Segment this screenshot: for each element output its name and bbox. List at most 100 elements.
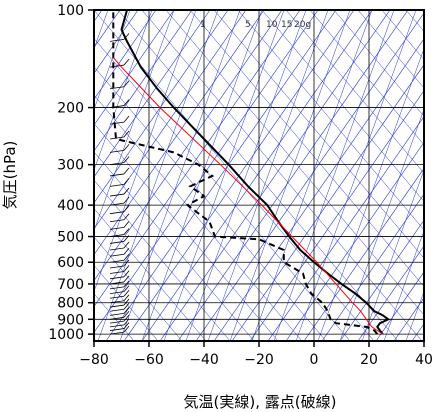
mixing-ratio-line: [295, 10, 417, 341]
wind-barb-flag: [123, 318, 130, 326]
adiabat-line: [165, 10, 424, 316]
isotherm-line: [303, 167, 424, 341]
isotherm-line: [94, 10, 283, 282]
x-tick-label: 20: [360, 352, 378, 368]
adiabat-line: [94, 264, 159, 341]
adiabat-line: [309, 10, 424, 146]
x-tick-label: −40: [189, 352, 219, 368]
grid: [94, 10, 424, 341]
wind-barb-flag: [123, 241, 130, 249]
wind-barb-flag: [123, 322, 130, 329]
wind-barb: [109, 226, 125, 230]
wind-barb: [109, 211, 125, 215]
temperature-line: [120, 10, 391, 335]
y-tick-label: 600: [57, 255, 84, 271]
mixing-ratio-label: 20g: [294, 20, 311, 30]
adiabat-line: [357, 10, 424, 89]
isotherm-line: [94, 10, 247, 230]
parcel-curve: [112, 57, 384, 335]
isotherm-line: [94, 10, 175, 126]
mixing-ratio-line: [141, 10, 263, 341]
wind-barb: [109, 328, 125, 331]
wind-barb: [109, 183, 125, 187]
wind-barb: [109, 86, 125, 90]
isotherm-line: [195, 12, 424, 341]
wind-barb: [109, 150, 125, 153]
wind-barb-flag: [123, 99, 130, 106]
wind-barb-flag: [123, 187, 130, 195]
wind-barb: [109, 324, 125, 328]
adiabat-line: [261, 10, 424, 202]
wind-barb: [109, 331, 125, 335]
wind-barb: [109, 320, 125, 324]
wind-barb-flag: [123, 275, 130, 283]
x-tick-label: −80: [79, 352, 109, 368]
wind-barb: [109, 300, 125, 304]
mixing-ratio-line: [273, 10, 395, 341]
x-tick-label: −20: [244, 352, 274, 368]
isotherm-line: [94, 10, 157, 100]
wind-barb-flag: [123, 265, 130, 272]
isotherm-line: [357, 245, 424, 341]
adiabat-line: [237, 10, 424, 231]
x-tick-label: −60: [134, 352, 164, 368]
wind-barb: [109, 295, 125, 299]
wind-barb-flag: [123, 311, 130, 318]
y-tick-label: 900: [57, 312, 84, 328]
wind-barb-flag: [123, 294, 130, 301]
wind-barb-flag: [123, 247, 130, 255]
wind-barb-flag: [123, 285, 130, 292]
wind-barb: [109, 286, 125, 290]
isotherm-line: [339, 219, 424, 341]
mixing-ratio-line: [428, 10, 435, 341]
wind-barb-flag: [123, 270, 130, 278]
wind-barb-flag: [123, 325, 130, 333]
isotherm-line: [375, 271, 424, 341]
mixing-ratio-line: [185, 10, 307, 341]
wind-barb: [109, 253, 125, 257]
wind-barb-flag: [123, 130, 130, 138]
wind-barb-flag: [123, 144, 130, 151]
wind-barb: [109, 173, 125, 177]
isotherm-line: [213, 38, 424, 341]
mixing-ratio-line: [229, 10, 351, 341]
y-tick-label: 200: [57, 101, 84, 117]
wind-barb-flag: [123, 167, 130, 175]
adiabat-line: [94, 179, 231, 341]
y-tick-label: 100: [57, 3, 84, 19]
wind-barb-flag: [123, 302, 130, 310]
isotherm-line: [141, 10, 373, 341]
wind-barb-flag: [124, 2, 129, 8]
mixing-ratio-line: [94, 10, 197, 293]
adiabat-line: [94, 94, 303, 341]
x-axis-ticks: −80 −60 −40 −20 0 20 40: [79, 341, 433, 368]
mixing-ratio-line: [339, 108, 424, 341]
adiabat-line: [94, 123, 279, 341]
mixing-ratio-label: 10: [266, 20, 278, 30]
isotherm-line: [285, 141, 424, 341]
adiabat-line: [141, 10, 423, 341]
mixing-ratio-label: 15: [281, 20, 292, 30]
wind-barb: [109, 121, 125, 125]
adiabat-line: [94, 151, 255, 341]
wind-barb-flag: [123, 115, 130, 123]
mixing-ratio-line: [163, 10, 285, 341]
wind-barb-flag: [123, 289, 130, 297]
mixing-ratio-line: [207, 10, 329, 341]
adiabat-line: [333, 10, 424, 117]
wind-barb-flag: [123, 307, 130, 314]
wind-barb: [109, 136, 125, 140]
isotherm-line: [94, 10, 301, 307]
mixing-ratio-line: [119, 10, 241, 341]
y-tick-label: 1000: [48, 327, 84, 343]
isotherm-line: [249, 90, 424, 341]
wind-barbs: [109, 2, 130, 335]
wind-barb: [109, 308, 125, 312]
isotherm-line: [94, 10, 319, 333]
adiabat-line: [285, 10, 424, 174]
isotherm-line: [94, 10, 139, 74]
isotherm-line: [105, 10, 337, 341]
wind-barb-flag: [123, 156, 130, 163]
isotherm-line: [94, 10, 193, 152]
